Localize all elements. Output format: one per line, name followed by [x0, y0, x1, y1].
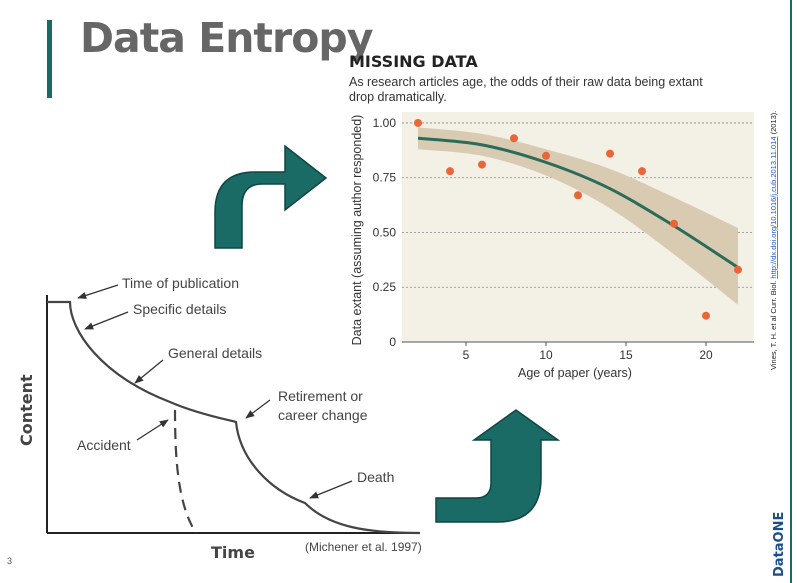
dataone-logo: DataONE	[772, 512, 787, 577]
citation-link[interactable]: http://dx.doi.org/10.1016/j.cub.2013.11.…	[769, 137, 778, 279]
entropy-diagram: Time of publication Specific details Gen…	[17, 275, 422, 562]
data-point	[510, 134, 518, 143]
bent-arrow-top	[214, 144, 328, 249]
general-details-label: General details	[168, 345, 262, 361]
data-point	[574, 191, 582, 200]
data-point	[670, 219, 678, 228]
page-number: 3	[7, 556, 13, 566]
data-point	[702, 311, 710, 320]
citation-suffix: (2013).	[769, 111, 778, 137]
accident-dashed-curve	[173, 409, 197, 534]
retirement-label-line1: Retirement or	[278, 388, 363, 404]
data-point	[606, 149, 614, 158]
x-tick-label: 20	[699, 348, 713, 362]
data-point	[414, 118, 422, 127]
retirement-label-line2: career change	[278, 407, 368, 423]
michener-citation: (Michener et al. 1997)	[305, 540, 422, 554]
chart-y-axis-label: Data extant (assuming author responded)	[350, 115, 364, 346]
time-axis-label: Time	[211, 543, 255, 562]
chart-subtitle-line1: As research articles age, the odds of th…	[349, 75, 703, 89]
specific-details-label: Specific details	[133, 301, 226, 317]
y-tick-label: 0.25	[373, 280, 397, 294]
x-tick-label: 15	[619, 348, 633, 362]
content-axis-label: Content	[17, 374, 36, 446]
data-point	[478, 160, 486, 169]
y-tick-label: 1.00	[373, 116, 397, 130]
citation-prefix: Vines, T. H. et al Curr. Biol.	[769, 279, 778, 370]
slide-title: Data Entropy	[80, 14, 373, 62]
dataone-logo-text: DataONE	[772, 512, 787, 577]
data-point	[542, 151, 550, 160]
x-tick-label: 5	[463, 348, 470, 362]
confidence-band	[418, 127, 738, 305]
bent-arrow-bottom	[435, 409, 561, 523]
x-tick-labels: 5 10 15 20	[463, 342, 713, 362]
y-tick-label: 0.75	[373, 171, 397, 185]
y-tick-label: 0	[389, 335, 396, 349]
vines-citation: Vines, T. H. et al Curr. Biol. http://dx…	[769, 111, 778, 370]
accident-label: Accident	[77, 437, 131, 453]
death-label: Death	[357, 469, 394, 485]
fit-line	[417, 136, 739, 269]
content-decay-curve	[47, 300, 421, 535]
x-tick-label: 10	[539, 348, 553, 362]
title-accent-bar	[47, 20, 52, 98]
y-tick-labels: 0 0.25 0.50 0.75 1.00	[373, 116, 397, 349]
right-edge-rule	[790, 0, 792, 583]
data-point	[734, 265, 742, 274]
time-of-publication-label: Time of publication	[122, 275, 239, 291]
chart-heading: MISSING DATA	[349, 52, 478, 71]
missing-data-figure: MISSING DATA As research articles age, t…	[349, 52, 754, 380]
data-points	[414, 118, 742, 320]
data-point	[446, 167, 454, 176]
chart-x-axis-label: Age of paper (years)	[518, 366, 632, 380]
chart-subtitle-line2: drop dramatically.	[349, 90, 447, 104]
y-tick-label: 0.50	[373, 225, 397, 239]
data-point	[638, 167, 646, 176]
